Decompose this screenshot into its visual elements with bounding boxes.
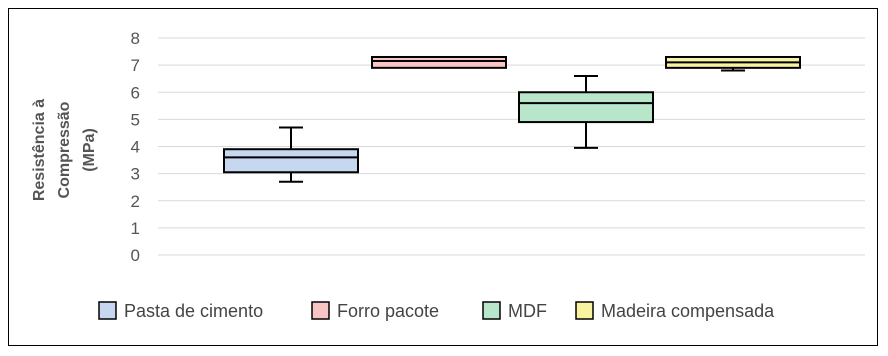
box-iqr — [518, 91, 654, 124]
y-tick-label: 6 — [131, 83, 140, 102]
gridlines — [158, 37, 865, 256]
box-forro-pacote — [371, 55, 507, 69]
y-tick-label: 1 — [131, 219, 140, 238]
y-axis-label: Resistência à Compressão (MPa) — [31, 99, 98, 201]
legend-label: Forro pacote — [337, 301, 439, 321]
y-tick-label: 7 — [131, 56, 140, 75]
y-tick-label: 2 — [131, 192, 140, 211]
legend-swatch — [482, 301, 501, 320]
legend-swatch — [575, 301, 594, 320]
legend-item: Forro pacote — [311, 301, 439, 321]
y-axis-ticks: 0 1 2 3 4 5 6 7 8 — [131, 29, 140, 265]
boxes — [223, 55, 801, 183]
legend-item: Madeira compensada — [575, 301, 775, 321]
box-iqr — [223, 148, 359, 174]
box-iqr — [371, 55, 507, 69]
y-tick-label: 3 — [131, 165, 140, 184]
y-tick-label: 4 — [131, 138, 140, 157]
legend-label: Madeira compensada — [601, 301, 775, 321]
box-pasta-de-cimento — [223, 126, 359, 183]
legend-label: MDF — [508, 301, 547, 321]
y-axis-label-line: Compressão — [56, 101, 73, 198]
box-madeira-compensada — [665, 55, 801, 72]
legend: Pasta de cimento Forro pacote MDF Madeira c… — [98, 301, 775, 321]
y-tick-label: 5 — [131, 110, 140, 129]
legend-swatch — [98, 301, 117, 320]
legend-label: Pasta de cimento — [124, 301, 263, 321]
box-mdf — [518, 74, 654, 149]
y-axis-label-line: Resistência à — [31, 99, 48, 201]
legend-item: MDF — [482, 301, 547, 321]
legend-swatch — [311, 301, 330, 320]
y-tick-label: 8 — [131, 29, 140, 48]
y-axis-label-line: (MPa) — [81, 128, 98, 172]
legend-item: Pasta de cimento — [98, 301, 263, 321]
y-tick-label: 0 — [131, 246, 140, 265]
